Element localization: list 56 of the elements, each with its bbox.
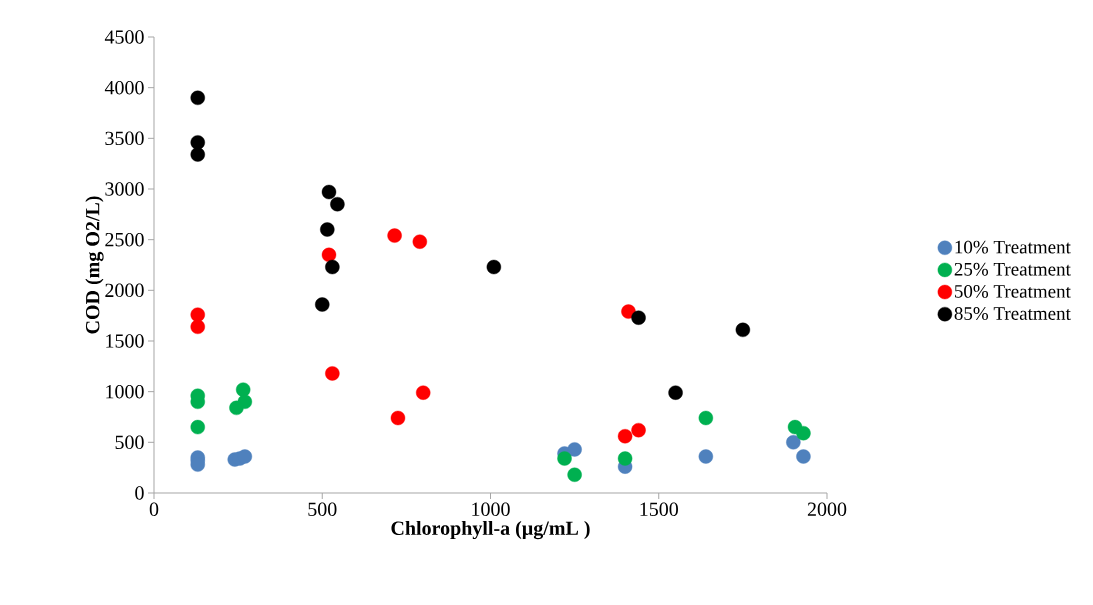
- point: [617, 451, 633, 466]
- point: [325, 366, 340, 381]
- point: [412, 234, 428, 249]
- point: [387, 228, 402, 243]
- point: [190, 90, 205, 105]
- x-axis-title: Chlorophyll-a (µg/mL ): [391, 520, 590, 540]
- point: [190, 419, 205, 435]
- point: [390, 410, 406, 426]
- y-tick-label: 2000: [105, 283, 144, 298]
- point: [229, 400, 244, 416]
- point: [235, 382, 251, 397]
- point: [567, 467, 582, 482]
- legend-label: 50% Treatment: [954, 284, 1071, 298]
- point: [617, 429, 633, 444]
- point: [557, 451, 572, 466]
- point: [668, 385, 683, 400]
- point: [321, 184, 337, 200]
- legend-label: 10% Treatment: [955, 240, 1071, 254]
- legend-label: 85% Treatment: [954, 307, 1071, 320]
- legend-label: 25% Treatment: [954, 262, 1071, 276]
- point: [796, 449, 811, 464]
- x-tick-label: 1000: [472, 502, 510, 517]
- point: [330, 197, 345, 212]
- point: [190, 135, 205, 150]
- point: [190, 147, 205, 162]
- point: [567, 442, 582, 457]
- point: [735, 322, 751, 338]
- point: [416, 385, 431, 400]
- y-tick-label: 1500: [106, 334, 144, 348]
- x-tick-label: 0: [149, 502, 159, 517]
- point: [698, 410, 714, 426]
- point: [698, 449, 714, 464]
- y-tick-label: 4000: [104, 80, 144, 95]
- point: [631, 310, 646, 325]
- y-tick-label: 1000: [106, 384, 144, 399]
- point: [321, 247, 337, 263]
- point: [621, 304, 636, 319]
- y-tick-label: 0: [135, 486, 144, 500]
- point: [315, 297, 330, 312]
- point: [486, 259, 502, 275]
- point: [325, 259, 340, 275]
- x-tick-label: 1500: [640, 502, 678, 517]
- point: [320, 222, 335, 237]
- y-tick-label: 3000: [105, 182, 144, 196]
- point: [190, 319, 205, 334]
- point: [786, 435, 801, 450]
- point: [237, 449, 253, 464]
- point: [796, 426, 811, 441]
- y-axis-title: COD (mg O2/L): [85, 196, 104, 334]
- y-tick-label: 4500: [104, 30, 144, 44]
- y-tick-label: 3500: [105, 131, 144, 146]
- y-tick-label: 2500: [105, 232, 144, 247]
- x-tick-label: 500: [308, 502, 337, 517]
- y-tick-label: 500: [115, 435, 144, 450]
- x-tick-label: 2000: [807, 502, 847, 517]
- point: [631, 422, 646, 438]
